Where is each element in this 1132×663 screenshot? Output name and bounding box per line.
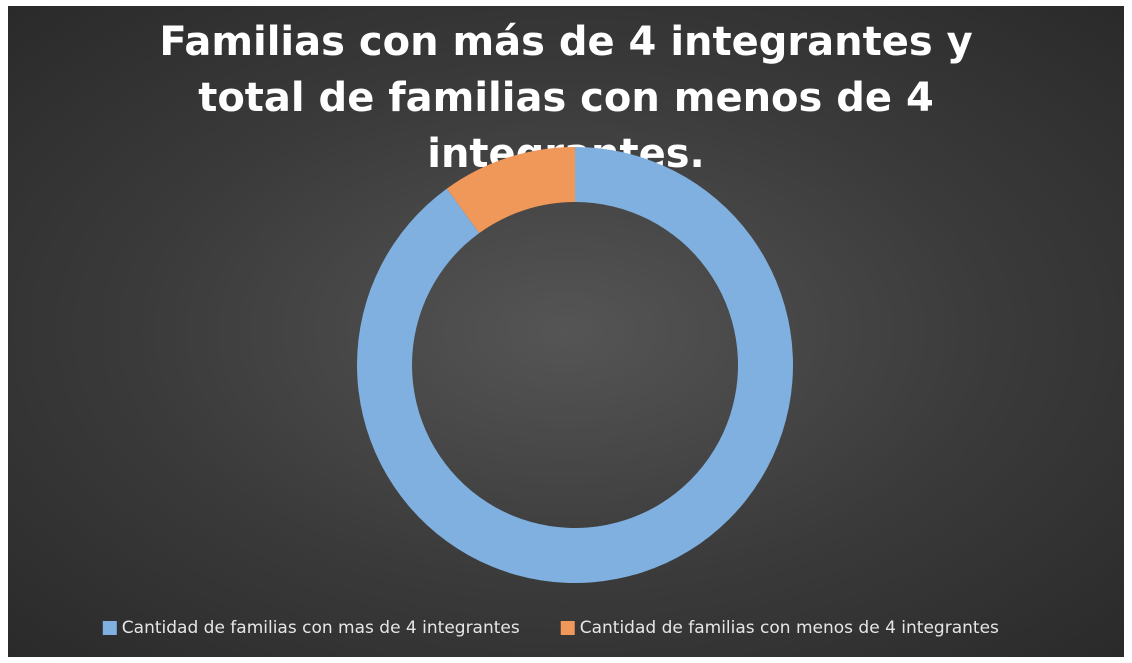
legend-swatch (560, 621, 575, 635)
legend-swatch (102, 621, 117, 635)
plot: Cantidad de familias con mas de 4 integr… (102, 147, 999, 638)
chart-title: Familias con más de 4 integrantes y tota… (159, 19, 973, 177)
donut-slice (446, 147, 575, 234)
legend-label: Cantidad de familias con menos de 4 inte… (580, 618, 999, 638)
chart-title-box: Familias con más de 4 integrantes y tota… (8, 14, 1124, 182)
donut-slice (356, 147, 793, 583)
legend-label: Cantidad de familias con mas de 4 integr… (122, 618, 520, 638)
chart: Familias con más de 4 integrantes y tota… (8, 6, 1124, 657)
